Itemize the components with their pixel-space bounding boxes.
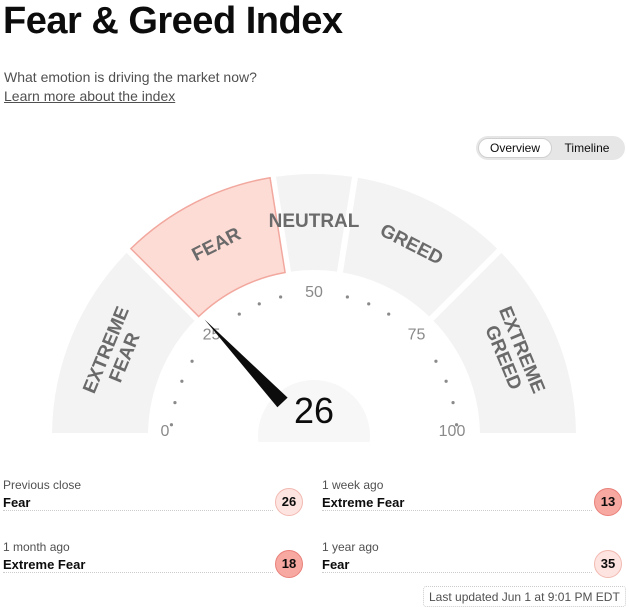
gauge-value: 26 [294, 390, 334, 431]
history-value: Extreme Fear [3, 557, 86, 572]
divider [322, 572, 592, 573]
history-score-badge: 13 [594, 488, 622, 516]
tab-overview[interactable]: Overview [478, 138, 552, 158]
scale-dot [173, 401, 177, 405]
page-subtitle: What emotion is driving the market now? [4, 69, 257, 85]
gauge-center [258, 380, 370, 442]
gauge-segment-neutral-label: NEUTRAL [269, 211, 360, 232]
scale-dot [237, 312, 241, 316]
scale-dot [451, 401, 455, 405]
history-1-year: 1 year ago Fear 35 [322, 540, 622, 590]
history-value: Fear [3, 495, 31, 510]
history-previous-close: Previous close Fear 26 [3, 478, 303, 528]
scale-dot [387, 312, 391, 316]
gauge-segment-extreme-fear [52, 252, 195, 434]
gauge-segment-fear [129, 176, 286, 318]
scale-label-0: 0 [161, 423, 170, 440]
history-score-badge: 35 [594, 550, 622, 578]
gauge-needle [204, 319, 288, 408]
gauge-segment-neutral [275, 174, 353, 272]
scale-dot [434, 359, 438, 363]
view-toggle: Overview Timeline [476, 136, 625, 160]
learn-more-link[interactable]: Learn more about the index [4, 88, 176, 104]
history-label: Previous close [3, 478, 82, 492]
divider [322, 510, 592, 511]
scale-dot [190, 359, 194, 363]
history-score-badge: 26 [275, 488, 303, 516]
scale-dot [444, 379, 448, 383]
history-score-badge: 18 [275, 550, 303, 578]
divider [3, 572, 273, 573]
history-1-month: 1 month ago Extreme Fear 18 [3, 540, 303, 590]
history-label: 1 year ago [322, 540, 379, 554]
scale-dot [180, 379, 184, 383]
scale-label-100: 100 [439, 423, 466, 440]
tab-timeline[interactable]: Timeline [564, 141, 610, 155]
history-value: Fear [322, 557, 350, 572]
history-label: 1 week ago [322, 478, 384, 492]
scale-dot [169, 423, 174, 427]
divider [3, 510, 273, 511]
page-title: Fear & Greed Index [3, 0, 343, 42]
last-updated: Last updated Jun 1 at 9:01 PM EDT [423, 586, 626, 607]
gauge-segment-greed [342, 177, 498, 317]
scale-label-75: 75 [408, 326, 426, 343]
history-1-week: 1 week ago Extreme Fear 13 [322, 478, 622, 528]
scale-label-50: 50 [305, 284, 323, 301]
scale-dot [279, 295, 283, 299]
scale-dot [345, 295, 349, 299]
history-label: 1 month ago [3, 540, 70, 554]
scale-dot [454, 423, 459, 427]
scale-dot [257, 302, 261, 306]
history-value: Extreme Fear [322, 495, 405, 510]
scale-dot [367, 302, 371, 306]
gauge-segment-extreme-greed [433, 252, 576, 434]
